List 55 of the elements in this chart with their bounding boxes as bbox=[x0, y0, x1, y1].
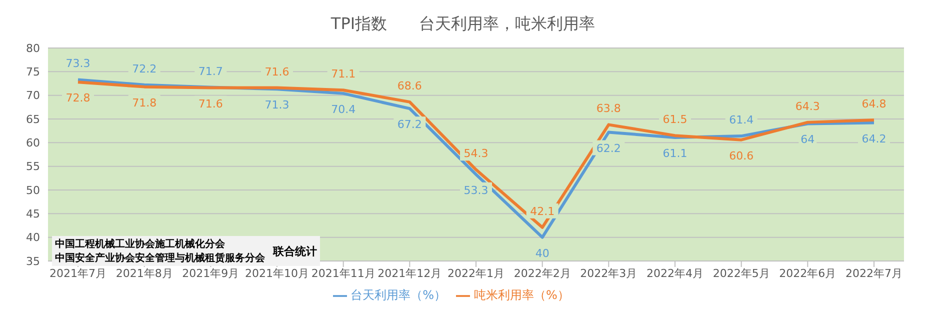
y-tick-label: 35 bbox=[26, 254, 40, 268]
data-label: 67.2 bbox=[397, 118, 422, 132]
data-label: 53.3 bbox=[464, 184, 488, 197]
annotation: 联合统计 bbox=[273, 244, 317, 258]
data-label: 68.6 bbox=[397, 79, 422, 92]
y-tick-label: 70 bbox=[26, 89, 40, 102]
data-label: 60.6 bbox=[729, 149, 754, 162]
y-tick-label: 45 bbox=[26, 208, 40, 221]
data-label: 64 bbox=[800, 133, 815, 146]
data-label: 71.6 bbox=[198, 97, 223, 110]
y-tick-label: 60 bbox=[26, 136, 40, 150]
x-tick-label: 2021年9月 bbox=[182, 266, 240, 280]
annotation: 中国工程机械工业协会施工机械化分会 bbox=[55, 238, 226, 251]
x-tick-label: 2022年5月 bbox=[712, 266, 770, 280]
x-tick-label: 2021年8月 bbox=[116, 266, 173, 280]
y-tick-label: 50 bbox=[26, 184, 40, 197]
legend-label: 吨米利用率（%） bbox=[474, 288, 570, 302]
data-label: 71.6 bbox=[264, 65, 290, 78]
data-label: 71.7 bbox=[198, 64, 223, 78]
data-label: 42.1 bbox=[530, 204, 555, 218]
data-label: 64.8 bbox=[862, 97, 886, 110]
x-tick-label: 2021年7月 bbox=[50, 266, 106, 280]
x-tick-label: 2022年2月 bbox=[514, 266, 571, 280]
x-tick-label: 2021年10月 bbox=[245, 266, 309, 280]
data-label: 63.8 bbox=[596, 102, 621, 116]
data-label: 73.3 bbox=[66, 57, 90, 70]
y-tick-label: 80 bbox=[26, 42, 40, 55]
data-label: 61.5 bbox=[662, 113, 688, 126]
legend-label: 台天利用率（%） bbox=[350, 288, 446, 302]
data-label: 64.3 bbox=[795, 100, 820, 113]
x-tick-label: 2022年4月 bbox=[646, 266, 704, 280]
data-label: 71.1 bbox=[331, 68, 356, 81]
data-label: 61.4 bbox=[729, 114, 754, 127]
chart-title: TPI指数 台天利用率，吨米利用率 bbox=[330, 13, 596, 35]
data-label: 71.8 bbox=[132, 96, 157, 110]
x-tick-label: 2022年7月 bbox=[846, 266, 902, 280]
data-label: 40 bbox=[535, 246, 550, 260]
x-tick-label: 2021年12月 bbox=[378, 266, 442, 280]
y-tick-label: 55 bbox=[26, 160, 40, 174]
data-label: 71.3 bbox=[264, 98, 290, 112]
data-label: 70.4 bbox=[331, 102, 356, 116]
data-label: 64.2 bbox=[862, 132, 886, 146]
data-label: 72.8 bbox=[66, 92, 90, 105]
x-tick-label: 2022年3月 bbox=[580, 266, 638, 280]
data-label: 61.1 bbox=[662, 146, 688, 160]
x-tick-label: 2021年11月 bbox=[311, 266, 376, 280]
data-label: 54.3 bbox=[464, 147, 488, 160]
y-tick-label: 75 bbox=[26, 66, 40, 79]
annotation: 中国安全产业协会安全管理与机械租赁服务分会 bbox=[55, 251, 265, 265]
x-tick-label: 2022年1月 bbox=[448, 266, 504, 280]
y-tick-label: 65 bbox=[26, 112, 40, 126]
data-label: 72.2 bbox=[132, 62, 157, 76]
y-tick-label: 40 bbox=[26, 231, 40, 244]
x-tick-label: 2022年6月 bbox=[779, 266, 836, 280]
data-label: 62.2 bbox=[596, 142, 621, 155]
